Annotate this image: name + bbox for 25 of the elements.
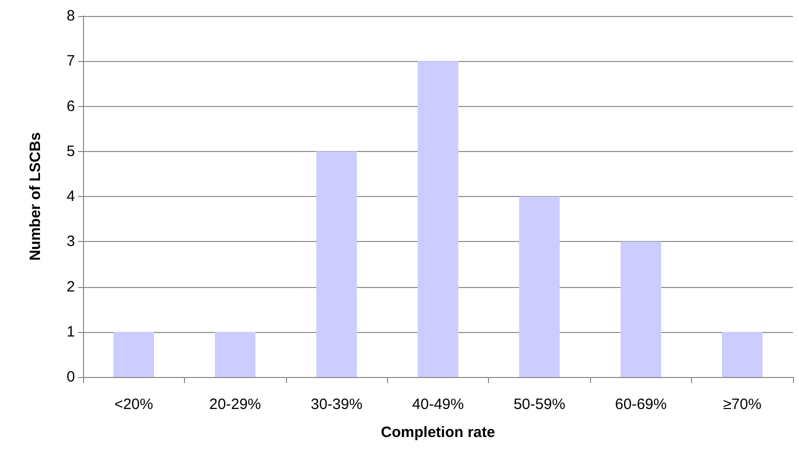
bar: [214, 332, 256, 377]
bar: [418, 61, 458, 377]
y-tick-label: 7: [66, 52, 75, 70]
bar: [519, 196, 560, 377]
x-tick-label: 40-49%: [412, 396, 464, 413]
x-tick-label: <20%: [114, 396, 154, 413]
y-tick-label: 1: [66, 323, 75, 340]
y-tick-label: 8: [66, 8, 75, 24]
y-tick-label: 0: [66, 368, 75, 386]
x-tick-label: 50-59%: [514, 396, 566, 413]
x-tick-label: 60-69%: [615, 396, 667, 413]
y-tick-label: 4: [66, 188, 75, 205]
y-tick-label: 5: [66, 142, 75, 160]
y-axis-title: Number of LSCBs: [27, 132, 44, 261]
x-tick-label: 20-29%: [209, 396, 261, 413]
x-tick-label: 30-39%: [310, 396, 362, 413]
bar: [722, 332, 763, 377]
bar: [316, 151, 357, 377]
bar: [113, 332, 154, 377]
y-tick-label: 2: [66, 278, 75, 296]
x-tick-label: ≥70%: [723, 396, 762, 413]
bar: [620, 242, 662, 377]
x-axis-title: Completion rate: [380, 424, 496, 441]
y-tick-label: 6: [66, 98, 75, 115]
y-tick-label: 3: [66, 233, 75, 250]
